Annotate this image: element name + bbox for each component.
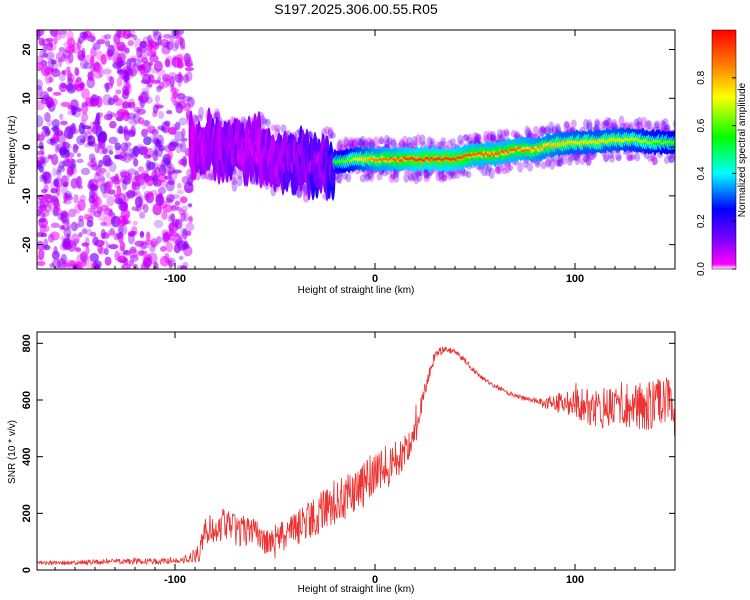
- colorbar-tick-label: 0.4: [696, 166, 707, 180]
- spectrogram-heatmap: [37, 30, 675, 269]
- spectrogram-xtick-label: -100: [164, 273, 186, 285]
- colorbar-ticks: 0.0 0.2 0.4 0.6 0.8: [696, 70, 736, 276]
- spectrogram-ytick-label: 0: [21, 144, 33, 150]
- colorbar-tick-label: 0.6: [696, 118, 707, 132]
- snr-ytick-label: 600: [21, 391, 33, 409]
- spectrogram-frame: [36, 29, 676, 270]
- snr-series-line: [37, 346, 675, 566]
- snr-plot-area: [37, 332, 675, 570]
- spectrogram-ytick-label: -10: [21, 188, 33, 204]
- spectrogram-xtick-label: 0: [372, 273, 378, 285]
- spectrogram-ridge: [188, 107, 675, 202]
- snr-ytick-label: 800: [21, 334, 33, 352]
- colorbar-label: Normalized spectral amplitude: [737, 82, 748, 217]
- snr-xtick-label: 100: [566, 574, 584, 586]
- colorbar: 0.0 0.2 0.4 0.6 0.8 Normalized spectral ampl…: [696, 29, 748, 276]
- snr-ytick-label: 400: [21, 447, 33, 465]
- snr-ytick-label: 0: [21, 567, 33, 573]
- colorbar-gradient: [711, 29, 737, 270]
- spectrogram-ytick-label: 20: [21, 43, 33, 55]
- colorbar-tick-label: 0.0: [696, 262, 707, 276]
- spectrogram-ylabel: Frequency (Hz): [7, 116, 18, 185]
- snr-xlabel: Height of straight line (km): [298, 584, 415, 595]
- snr-ylabel: SNR (10 * v/v): [7, 420, 18, 484]
- figure-title: S197.2025.306.00.55.R05: [274, 1, 438, 17]
- snr-xtick-label: 0: [372, 574, 378, 586]
- spectrogram-noise-blobs: [37, 30, 196, 269]
- spectrogram-xlabel: Height of straight line (km): [298, 285, 415, 296]
- snr-ticks: -100 0 100 0 200 400 600 800: [21, 332, 676, 586]
- spectrogram-ytick-label: -20: [21, 237, 33, 253]
- snr-xtick-label: -100: [164, 574, 186, 586]
- snr-ytick-label: 200: [21, 504, 33, 522]
- spectrogram-xtick-label: 100: [566, 273, 584, 285]
- colorbar-tick-label: 0.8: [696, 70, 707, 84]
- spectrogram-ytick-label: 10: [21, 92, 33, 104]
- snr-panel: -100 0 100 0 200 400 600 800 Height of straight…: [7, 331, 676, 595]
- colorbar-tick-label: 0.2: [696, 214, 707, 228]
- snr-frame: [36, 331, 676, 571]
